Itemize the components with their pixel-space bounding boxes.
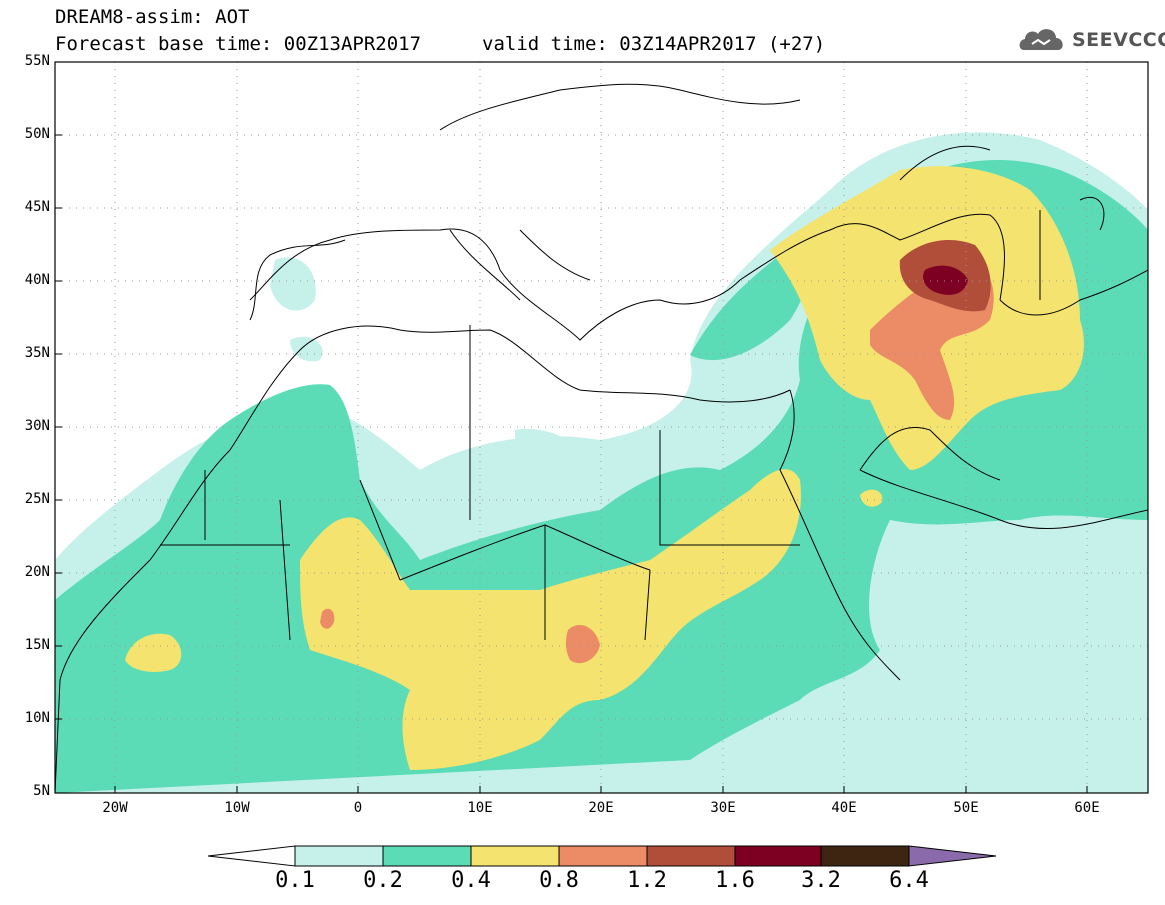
colorbar-over-arrow	[908, 845, 997, 867]
lon-label: 50E	[953, 800, 979, 816]
colorbar-label: 0.4	[451, 868, 491, 893]
colorbar-label: 3.2	[801, 868, 841, 893]
colorbar-under-arrow	[207, 845, 296, 867]
lon-label: 60E	[1074, 800, 1100, 816]
colorbar-swatch-1.6	[734, 845, 822, 867]
lon-label: 10W	[224, 800, 250, 816]
lon-label: 20W	[102, 800, 128, 816]
aot-field	[55, 132, 1148, 793]
lat-label: 45N	[24, 199, 50, 215]
colorbar	[207, 845, 997, 867]
lon-label: 20E	[588, 800, 614, 816]
lon-label: 0	[353, 800, 363, 816]
colorbar-swatch-0.8	[558, 845, 648, 867]
colorbar-label: 1.6	[715, 868, 755, 893]
colorbar-label: 0.2	[363, 868, 403, 893]
lon-label: 30E	[710, 800, 736, 816]
logo-text: SEEVCCC	[1072, 29, 1165, 51]
lat-label: 50N	[24, 126, 50, 142]
lat-label: 10N	[24, 710, 50, 726]
colorbar-label: 1.2	[627, 868, 667, 893]
aot-level-1.6	[923, 265, 968, 295]
lat-label: 15N	[24, 637, 50, 653]
lon-label: 10E	[467, 800, 493, 816]
lat-label: 25N	[24, 491, 50, 507]
lat-label: 5N	[33, 783, 50, 799]
ticks	[55, 134, 1088, 793]
lat-label: 40N	[24, 272, 50, 288]
colorbar-swatch-1.2	[646, 845, 736, 867]
colorbar-swatch-0.1	[294, 845, 384, 867]
coastlines	[55, 83, 1148, 793]
forecast-base-time: Forecast base time: 00Z13APR2017	[55, 33, 422, 55]
colorbar-label: 6.4	[889, 868, 929, 893]
colorbar-swatch-0.4	[470, 845, 560, 867]
grid	[55, 62, 1148, 793]
lat-label: 55N	[24, 53, 50, 69]
lat-label: 30N	[24, 418, 50, 434]
cloud-icon	[1019, 29, 1063, 50]
lat-label: 20N	[24, 564, 50, 580]
colorbar-swatch-3.2	[820, 845, 910, 867]
lon-label: 40E	[831, 800, 857, 816]
valid-time: valid time: 03Z14APR2017 (+27)	[482, 33, 826, 55]
colorbar-label: 0.1	[275, 868, 315, 893]
map-title: DREAM8-assim: AOT	[55, 6, 250, 28]
colorbar-label: 0.8	[539, 868, 579, 893]
seevccc-logo	[1019, 29, 1063, 50]
colorbar-swatch-0.2	[382, 845, 472, 867]
lat-label: 35N	[24, 345, 50, 361]
